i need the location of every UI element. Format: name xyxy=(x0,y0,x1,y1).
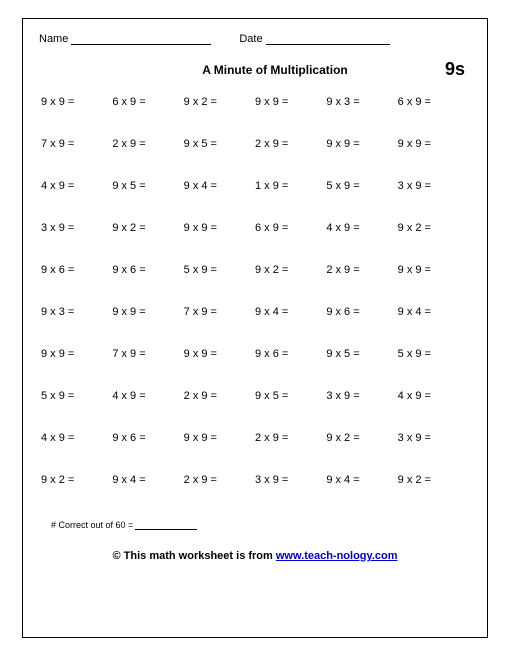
worksheet-title: A Minute of Multiplication xyxy=(139,63,411,77)
problem-cell: 9 x 4 = xyxy=(184,180,255,192)
problem-cell: 4 x 9 = xyxy=(326,222,397,234)
problem-cell: 9 x 9 = xyxy=(255,96,326,108)
problem-cell: 2 x 9 = xyxy=(326,264,397,276)
name-label: Name xyxy=(39,33,68,45)
problem-cell: 5 x 9 = xyxy=(398,348,469,360)
name-blank-line[interactable] xyxy=(71,33,211,45)
problem-cell: 9 x 4 = xyxy=(255,306,326,318)
date-block: Date xyxy=(239,33,389,45)
problem-cell: 6 x 9 = xyxy=(255,222,326,234)
problem-cell: 5 x 9 = xyxy=(41,390,112,402)
problem-cell: 7 x 9 = xyxy=(184,306,255,318)
footer-prefix: © This math worksheet is from xyxy=(113,550,276,562)
problem-cell: 5 x 9 = xyxy=(184,264,255,276)
problem-cell: 7 x 9 = xyxy=(41,138,112,150)
problem-cell: 1 x 9 = xyxy=(255,180,326,192)
problem-cell: 2 x 9 = xyxy=(112,138,183,150)
footer-link[interactable]: www.teach-nology.com xyxy=(276,550,398,562)
problem-cell: 9 x 9 = xyxy=(112,306,183,318)
problem-cell: 9 x 9 = xyxy=(398,264,469,276)
footer: © This math worksheet is from www.teach-… xyxy=(39,550,471,562)
worksheet-tag: 9s xyxy=(411,59,471,80)
problem-cell: 9 x 2 = xyxy=(41,474,112,486)
problem-cell: 9 x 3 = xyxy=(326,96,397,108)
problem-cell: 9 x 2 = xyxy=(184,96,255,108)
score-blank-line[interactable] xyxy=(135,520,197,530)
problem-grid: 9 x 9 =6 x 9 =9 x 2 =9 x 9 =9 x 3 =6 x 9… xyxy=(39,96,471,486)
problem-cell: 9 x 2 = xyxy=(398,222,469,234)
problem-cell: 9 x 6 = xyxy=(326,306,397,318)
problem-cell: 9 x 4 = xyxy=(112,474,183,486)
problem-cell: 9 x 2 = xyxy=(112,222,183,234)
problem-cell: 9 x 6 = xyxy=(41,264,112,276)
problem-cell: 9 x 5 = xyxy=(326,348,397,360)
problem-cell: 2 x 9 = xyxy=(255,138,326,150)
problem-cell: 9 x 5 = xyxy=(255,390,326,402)
score-row: # Correct out of 60 = xyxy=(51,520,471,530)
problem-cell: 9 x 9 = xyxy=(398,138,469,150)
problem-cell: 3 x 9 = xyxy=(326,390,397,402)
problem-cell: 9 x 2 = xyxy=(398,474,469,486)
worksheet-frame: Name Date A Minute of Multiplication 9s … xyxy=(22,18,488,638)
problem-cell: 6 x 9 = xyxy=(112,96,183,108)
problem-cell: 9 x 4 = xyxy=(398,306,469,318)
problem-cell: 4 x 9 = xyxy=(398,390,469,402)
problem-cell: 9 x 9 = xyxy=(326,138,397,150)
problem-cell: 9 x 9 = xyxy=(184,222,255,234)
problem-cell: 3 x 9 = xyxy=(398,432,469,444)
date-blank-line[interactable] xyxy=(266,33,390,45)
problem-cell: 2 x 9 = xyxy=(255,432,326,444)
problem-cell: 3 x 9 = xyxy=(255,474,326,486)
problem-cell: 9 x 9 = xyxy=(184,348,255,360)
problem-cell: 5 x 9 = xyxy=(326,180,397,192)
problem-cell: 6 x 9 = xyxy=(398,96,469,108)
problem-cell: 2 x 9 = xyxy=(184,474,255,486)
problem-cell: 9 x 6 = xyxy=(112,432,183,444)
problem-cell: 9 x 9 = xyxy=(184,432,255,444)
problem-cell: 2 x 9 = xyxy=(184,390,255,402)
problem-cell: 9 x 6 = xyxy=(112,264,183,276)
problem-cell: 4 x 9 = xyxy=(41,180,112,192)
problem-cell: 9 x 6 = xyxy=(255,348,326,360)
problem-cell: 9 x 5 = xyxy=(112,180,183,192)
problem-cell: 3 x 9 = xyxy=(41,222,112,234)
problem-cell: 4 x 9 = xyxy=(41,432,112,444)
header-row: Name Date xyxy=(39,33,471,45)
problem-cell: 9 x 9 = xyxy=(41,348,112,360)
problem-cell: 9 x 2 = xyxy=(326,432,397,444)
date-label: Date xyxy=(239,33,262,45)
name-block: Name xyxy=(39,33,211,45)
score-label: # Correct out of 60 = xyxy=(51,520,133,530)
problem-cell: 9 x 5 = xyxy=(184,138,255,150)
title-row: A Minute of Multiplication 9s xyxy=(39,59,471,80)
problem-cell: 9 x 4 = xyxy=(326,474,397,486)
problem-cell: 9 x 2 = xyxy=(255,264,326,276)
problem-cell: 9 x 9 = xyxy=(41,96,112,108)
problem-cell: 4 x 9 = xyxy=(112,390,183,402)
problem-cell: 3 x 9 = xyxy=(398,180,469,192)
problem-cell: 9 x 3 = xyxy=(41,306,112,318)
problem-cell: 7 x 9 = xyxy=(112,348,183,360)
